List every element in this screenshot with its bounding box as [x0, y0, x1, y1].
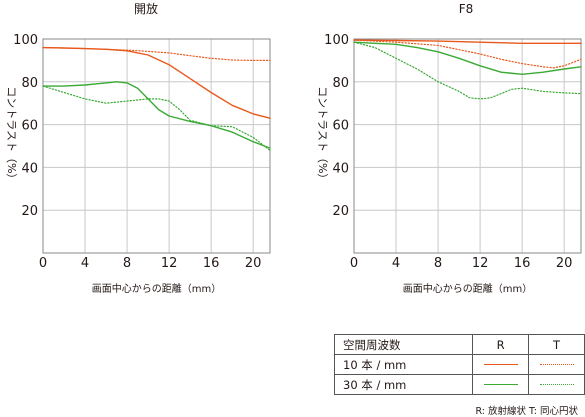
y-axis-label: コントラスト（%） — [5, 86, 18, 184]
y-tick-label: 40 — [332, 161, 349, 176]
series-line-4 — [42, 85, 271, 151]
legend-col-r: R — [472, 334, 530, 355]
x-tick-label: 16 — [203, 256, 220, 271]
y-tick-label: 80 — [332, 76, 349, 91]
legend-line-10-r — [483, 364, 518, 365]
legend-col-t: T — [528, 334, 585, 355]
chart-title: F8 — [459, 2, 474, 16]
series-line-1 — [353, 39, 582, 44]
x-tick-label: 16 — [514, 256, 531, 271]
plot-frame — [42, 38, 271, 254]
footnote: R: 放射線状 T: 同心円状 — [475, 406, 578, 417]
y-tick-label: 40 — [21, 161, 38, 176]
x-tick-label: 20 — [556, 256, 573, 271]
y-tick-label: 20 — [21, 204, 38, 219]
series-line-3 — [42, 81, 271, 149]
legend-header-label: 空間周波数 — [333, 334, 474, 355]
chart-panel-1: 開放 20 40 60 80 100 0 4 8 12 16 20 画面中心からの距離（mm） コントラス… — [5, 1, 271, 295]
x-tick-label: 0 — [350, 256, 358, 271]
y-tick-label: 60 — [332, 119, 349, 134]
legend-label-10: 10 本 / mm — [333, 354, 474, 375]
series-line-3 — [353, 41, 582, 76]
y-tick-label: 80 — [21, 76, 38, 91]
y-axis-label: コントラスト（%） — [316, 86, 329, 184]
legend-line-30-t — [539, 384, 574, 385]
series-line-2 — [353, 39, 582, 69]
legend-row-30: 30 本 / mm — [333, 374, 585, 395]
chart-title: 開放 — [134, 1, 158, 16]
legend-line-10-t — [539, 364, 574, 365]
x-tick-label: 4 — [392, 256, 400, 271]
y-tick-label: 100 — [13, 33, 38, 48]
y-tick-label: 100 — [324, 33, 349, 48]
x-tick-label: 4 — [81, 256, 89, 271]
x-tick-label: 12 — [472, 256, 489, 271]
x-axis-label: 画面中心からの距離（mm） — [403, 282, 532, 295]
x-axis-label: 画面中心からの距離（mm） — [92, 282, 221, 295]
x-tick-label: 12 — [161, 256, 178, 271]
x-tick-label: 20 — [245, 256, 262, 271]
legend-header-row: 空間周波数 R T — [333, 334, 585, 355]
x-tick-label: 0 — [39, 256, 47, 271]
plot-frame — [353, 38, 582, 254]
legend-table: 空間周波数 R T 10 本 / mm 30 本 / mm — [333, 334, 585, 395]
legend-label-30: 30 本 / mm — [333, 374, 474, 395]
legend-row-10: 10 本 / mm — [333, 354, 585, 375]
legend-line-30-r — [483, 384, 518, 385]
y-tick-label: 60 — [21, 119, 38, 134]
chart-panel-2: F8 20 40 60 80 100 0 4 8 12 16 20 画面中心からの距離（mm） コントラス… — [316, 2, 582, 295]
x-tick-label: 8 — [123, 256, 131, 271]
series-line-4 — [353, 41, 582, 100]
y-tick-label: 20 — [332, 204, 349, 219]
series-line-2 — [42, 46, 271, 62]
x-tick-label: 8 — [434, 256, 442, 271]
